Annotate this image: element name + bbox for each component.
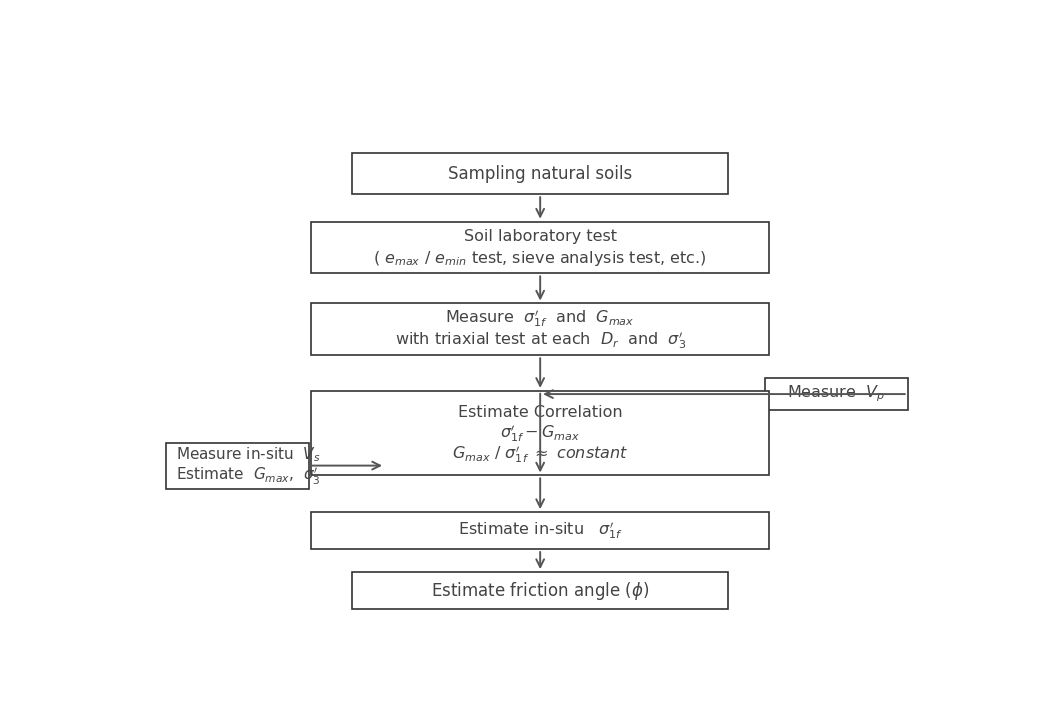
FancyBboxPatch shape — [167, 442, 309, 489]
Text: $\sigma^{\prime}_{1f} - G_{max}$: $\sigma^{\prime}_{1f} - G_{max}$ — [500, 423, 581, 444]
Text: Measure  $\sigma^{\prime}_{1f}$  and  $G_{max}$: Measure $\sigma^{\prime}_{1f}$ and $G_{m… — [446, 308, 635, 330]
Text: Measure in-situ  $V_s$: Measure in-situ $V_s$ — [176, 446, 320, 464]
Text: Measure  $V_p$: Measure $V_p$ — [787, 384, 885, 404]
FancyBboxPatch shape — [312, 221, 769, 274]
Text: ( $e_{max}$ / $e_{min}$ test, sieve analysis test, etc.): ( $e_{max}$ / $e_{min}$ test, sieve anal… — [373, 249, 707, 268]
FancyBboxPatch shape — [352, 153, 728, 194]
FancyBboxPatch shape — [312, 391, 769, 476]
Text: Estimate in-situ   $\sigma^{\prime}_{1f}$: Estimate in-situ $\sigma^{\prime}_{1f}$ — [457, 520, 623, 542]
FancyBboxPatch shape — [765, 378, 907, 410]
Text: $G_{max}$ / $\sigma^{\prime}_{1f}$ $\approx$ $\mathit{constant}$: $G_{max}$ / $\sigma^{\prime}_{1f}$ $\app… — [452, 443, 628, 464]
FancyBboxPatch shape — [312, 303, 769, 355]
Text: Estimate friction angle ($\phi$): Estimate friction angle ($\phi$) — [431, 580, 649, 602]
FancyBboxPatch shape — [352, 572, 728, 609]
Text: Soil laboratory test: Soil laboratory test — [464, 229, 617, 244]
Text: Estimate Correlation: Estimate Correlation — [457, 405, 623, 420]
Text: Sampling natural soils: Sampling natural soils — [448, 164, 632, 183]
Text: Estimate  $G_{max}$,  $\sigma^{\prime}_3$: Estimate $G_{max}$, $\sigma^{\prime}_3$ — [176, 466, 320, 487]
Text: with triaxial test at each  $D_r$  and  $\sigma^{\prime}_3$: with triaxial test at each $D_r$ and $\s… — [394, 329, 686, 351]
FancyBboxPatch shape — [312, 512, 769, 549]
